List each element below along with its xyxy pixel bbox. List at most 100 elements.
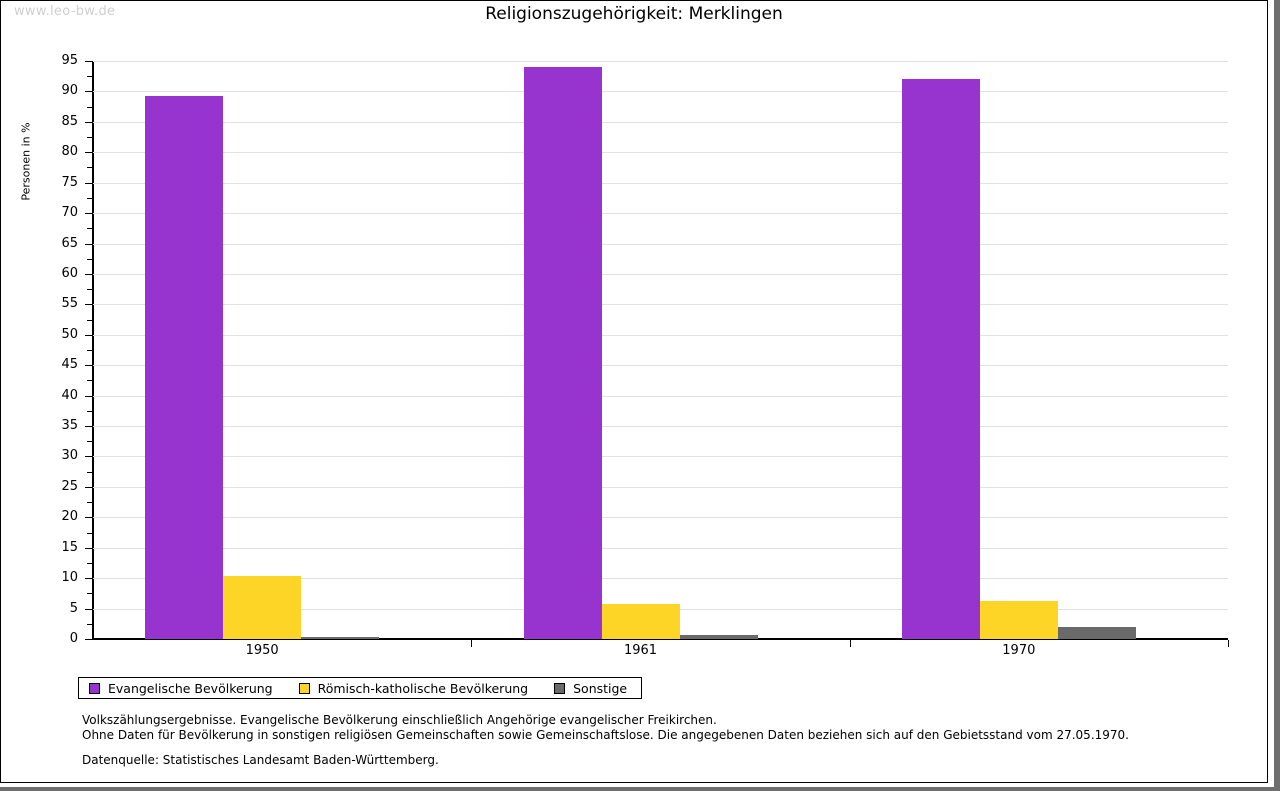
- legend-swatch-icon: [89, 682, 100, 694]
- y-tick-minor: [87, 441, 93, 443]
- y-tick-minor: [87, 562, 93, 564]
- y-tick: [85, 547, 93, 549]
- y-tick: [85, 273, 93, 275]
- y-tick: [85, 517, 93, 519]
- y-axis-label: Personen in %: [19, 122, 33, 201]
- y-tick: [85, 426, 93, 428]
- gridline: [93, 426, 1228, 428]
- y-tick: [85, 608, 93, 610]
- gridline: [93, 547, 1228, 549]
- y-tick-label: 95: [61, 53, 78, 68]
- y-tick: [85, 182, 93, 184]
- gridline: [93, 182, 1228, 184]
- y-tick-label: 80: [61, 144, 78, 160]
- legend-label: Römisch-katholische Bevölkerung: [317, 680, 529, 696]
- y-tick-label: 40: [61, 387, 78, 403]
- legend-item: Sonstige: [554, 681, 627, 696]
- legend-swatch-icon: [554, 682, 566, 694]
- y-tick-minor: [87, 197, 93, 199]
- legend-label: Evangelische Bevölkerung: [108, 680, 273, 696]
- bar: [979, 601, 1058, 639]
- gridline: [93, 152, 1228, 154]
- y-tick-minor: [87, 593, 93, 595]
- legend-swatch-icon: [298, 682, 310, 694]
- y-tick: [85, 486, 93, 488]
- y-tick: [85, 121, 93, 123]
- y-tick-label: 60: [61, 265, 78, 281]
- x-tick: [849, 640, 851, 647]
- gridline: [93, 213, 1228, 215]
- y-tick-minor: [87, 228, 93, 230]
- y-tick-label: 45: [61, 357, 78, 373]
- gridline: [93, 304, 1228, 306]
- x-tick-label: 1970: [1002, 643, 1036, 658]
- y-tick-minor: [87, 410, 93, 412]
- gridline: [93, 273, 1228, 275]
- y-axis-line: [92, 61, 94, 640]
- y-tick-label: 85: [61, 113, 78, 129]
- x-tick: [471, 640, 473, 647]
- watermark-text: www.leo-bw.de: [14, 4, 116, 19]
- y-tick-label: 0: [69, 631, 78, 646]
- gridline: [93, 61, 1228, 62]
- y-tick-minor: [87, 167, 93, 169]
- y-tick-label: 35: [61, 418, 78, 434]
- bar: [145, 95, 224, 639]
- page-title: Religionszugehörigkeit: Merklingen: [485, 4, 783, 24]
- y-tick: [85, 304, 93, 306]
- y-tick: [85, 639, 93, 640]
- legend-item: Evangelische Bevölkerung: [89, 681, 273, 696]
- gridline: [93, 365, 1228, 367]
- y-tick-minor: [87, 76, 93, 78]
- gridline: [93, 578, 1228, 580]
- y-tick-minor: [87, 623, 93, 625]
- y-tick: [85, 213, 93, 215]
- y-tick: [85, 334, 93, 336]
- footnote-line-1: Volkszählungsergebnisse. Evangelische Be…: [82, 713, 717, 727]
- y-tick: [85, 61, 93, 62]
- y-tick-minor: [87, 289, 93, 291]
- y-tick-label: 30: [61, 448, 78, 464]
- legend-label: Sonstige: [573, 680, 628, 696]
- y-tick: [85, 395, 93, 397]
- y-tick-minor: [87, 319, 93, 321]
- y-tick-minor: [87, 350, 93, 351]
- bar: [679, 634, 758, 639]
- chart-legend: Evangelische Bevölkerung Römisch-katholis…: [78, 677, 643, 699]
- y-tick-label: 25: [61, 478, 78, 494]
- y-tick: [85, 456, 93, 458]
- y-tick-label: 20: [61, 509, 78, 525]
- y-tick-minor: [87, 106, 93, 108]
- x-tick-label: 1961: [623, 643, 658, 658]
- footnote-block: Volkszählungsergebnisse. Evangelische Be…: [82, 713, 1129, 743]
- gridline: [93, 486, 1228, 488]
- y-tick-label: 5: [69, 600, 78, 616]
- x-axis-line: [93, 638, 1228, 640]
- y-tick-label: 65: [61, 235, 78, 251]
- bar: [523, 67, 602, 639]
- bar: [1057, 626, 1136, 639]
- y-tick: [85, 243, 93, 245]
- y-tick-label: 10: [61, 570, 78, 586]
- y-tick-label: 55: [61, 296, 78, 312]
- y-tick: [85, 152, 93, 154]
- bar: [301, 637, 380, 639]
- y-tick-label: 75: [61, 174, 78, 190]
- footnote-line-2: Ohne Daten für Bevölkerung in sonstigen …: [82, 728, 1129, 742]
- y-tick: [85, 578, 93, 580]
- y-tick-minor: [87, 532, 93, 534]
- gridline: [93, 91, 1228, 93]
- y-tick-label: 90: [61, 83, 78, 99]
- gridline: [93, 517, 1228, 519]
- y-tick-minor: [87, 502, 93, 504]
- y-tick-label: 50: [61, 326, 78, 342]
- gridline: [93, 395, 1228, 397]
- y-tick-minor: [87, 380, 93, 382]
- data-source-line: Datenquelle: Statistisches Landesamt Bad…: [82, 753, 439, 767]
- gridline: [93, 334, 1228, 336]
- legend-item: Römisch-katholische Bevölkerung: [298, 680, 529, 696]
- gridline: [93, 121, 1228, 123]
- gridline: [93, 243, 1228, 245]
- gridline: [93, 456, 1228, 458]
